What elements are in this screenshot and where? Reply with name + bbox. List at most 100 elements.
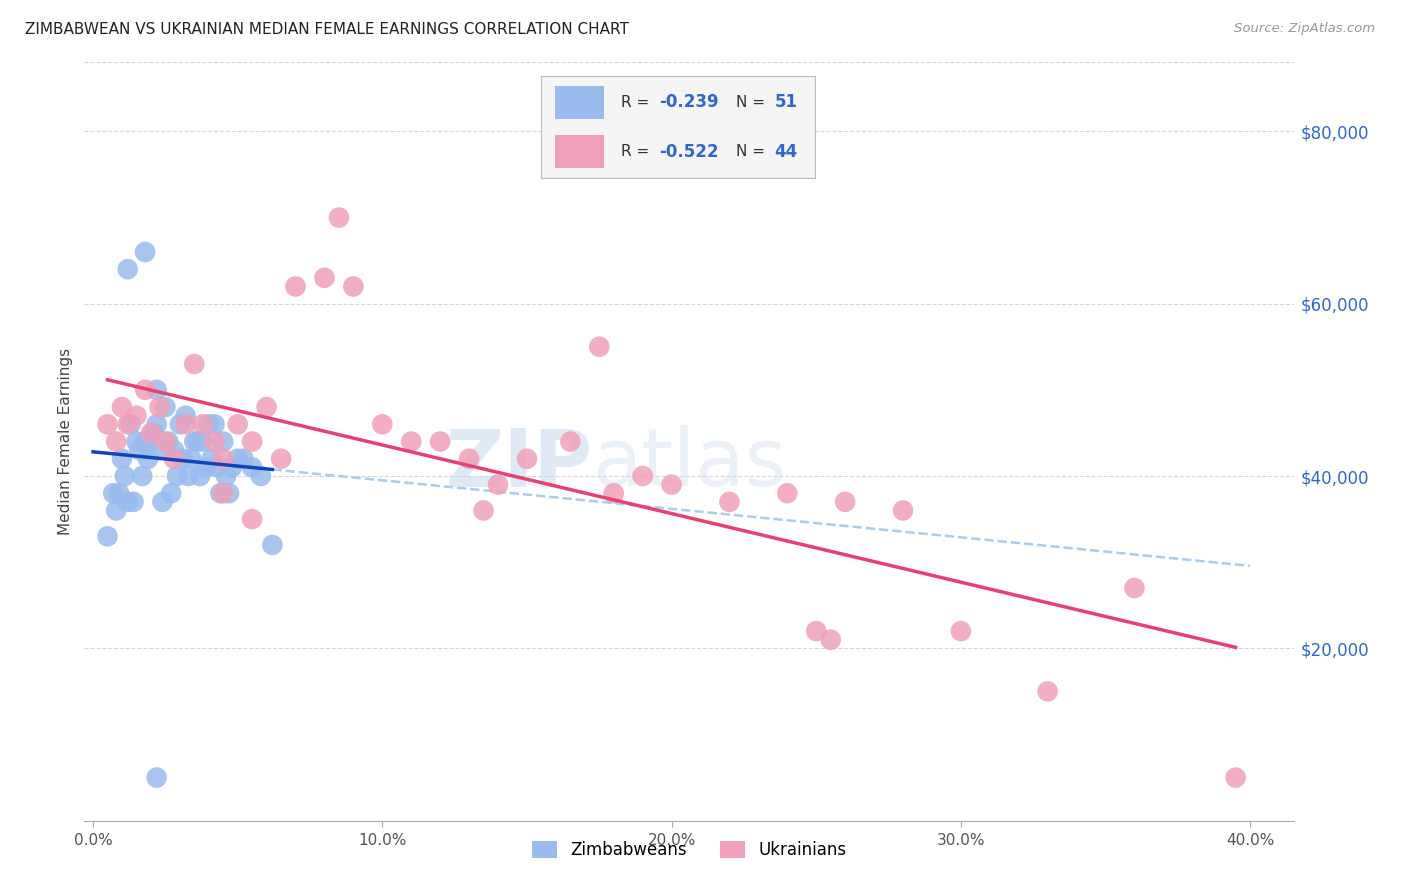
Text: -0.239: -0.239 (659, 94, 718, 112)
Point (262, 538, 284, 552)
Point (631, 469, 654, 483)
Point (314, 270, 336, 285)
Point (429, 434, 451, 449)
Point (169, 417, 191, 432)
Point (114, 469, 136, 483)
Point (145, 417, 167, 432)
Text: N =: N = (735, 145, 770, 160)
Text: Source: ZipAtlas.com: Source: ZipAtlas.com (1234, 22, 1375, 36)
Point (240, 512, 263, 526)
Point (183, 434, 205, 449)
Point (776, 486, 799, 500)
Point (270, 451, 292, 466)
Legend: Zimbabweans, Ukrainians: Zimbabweans, Ukrainians (524, 834, 853, 865)
Point (516, 451, 538, 466)
Point (603, 486, 626, 500)
Point (96, 417, 118, 432)
Point (96, 529, 118, 543)
Point (108, 486, 131, 500)
Point (191, 434, 214, 449)
Point (486, 477, 509, 491)
Y-axis label: Median Female Earnings: Median Female Earnings (58, 348, 73, 535)
Point (371, 417, 394, 432)
Text: atlas: atlas (592, 425, 786, 503)
Point (105, 503, 128, 517)
Bar (555, 87, 605, 119)
Point (207, 460, 229, 475)
Point (174, 409, 197, 423)
Point (472, 503, 495, 517)
Point (111, 400, 134, 414)
Point (204, 417, 226, 432)
Point (891, 503, 914, 517)
Point (328, 211, 350, 225)
Point (240, 434, 263, 449)
Point (201, 451, 224, 466)
Point (134, 244, 156, 259)
Point (148, 443, 170, 458)
Point (1036, 684, 1059, 698)
Point (117, 495, 139, 509)
Point (139, 425, 162, 440)
Point (117, 417, 139, 432)
Point (949, 624, 972, 639)
Point (197, 417, 219, 432)
Point (256, 400, 278, 414)
Point (718, 495, 741, 509)
Point (163, 451, 186, 466)
Point (155, 434, 177, 449)
Point (120, 417, 142, 432)
Point (806, 624, 828, 639)
Point (103, 486, 125, 500)
Point (142, 425, 165, 440)
Point (232, 451, 254, 466)
Point (157, 434, 180, 449)
Point (834, 495, 856, 509)
Point (342, 279, 364, 293)
Point (820, 632, 842, 647)
Point (250, 469, 273, 483)
Point (458, 451, 481, 466)
Bar (555, 136, 605, 168)
Point (163, 443, 186, 458)
Text: ZIMBABWEAN VS UKRAINIAN MEDIAN FEMALE EARNINGS CORRELATION CHART: ZIMBABWEAN VS UKRAINIAN MEDIAN FEMALE EA… (25, 22, 628, 37)
Point (560, 434, 582, 449)
Point (180, 451, 202, 466)
Point (209, 486, 232, 500)
Point (183, 357, 205, 371)
Point (172, 451, 194, 466)
Point (148, 400, 170, 414)
Point (226, 417, 249, 432)
Point (226, 451, 249, 466)
Text: ZIP: ZIP (444, 425, 592, 503)
Text: -0.522: -0.522 (659, 143, 718, 161)
Text: 44: 44 (775, 143, 797, 161)
Point (160, 486, 183, 500)
Point (177, 469, 200, 483)
Point (105, 434, 128, 449)
Point (186, 434, 208, 449)
Point (125, 409, 148, 423)
Point (212, 486, 235, 500)
Point (134, 383, 156, 397)
Point (139, 434, 162, 449)
Point (399, 434, 422, 449)
Text: 51: 51 (775, 94, 797, 112)
Point (1123, 581, 1146, 595)
Point (194, 460, 217, 475)
Point (125, 434, 148, 449)
Point (1225, 771, 1247, 785)
Point (661, 477, 683, 491)
Point (117, 262, 139, 277)
Text: R =: R = (621, 95, 654, 110)
Point (145, 383, 167, 397)
Text: R =: R = (621, 145, 654, 160)
Point (136, 451, 159, 466)
Point (111, 451, 134, 466)
Point (212, 451, 235, 466)
Text: N =: N = (735, 95, 770, 110)
Point (122, 495, 145, 509)
Point (218, 486, 240, 500)
Point (134, 434, 156, 449)
Point (131, 469, 153, 483)
